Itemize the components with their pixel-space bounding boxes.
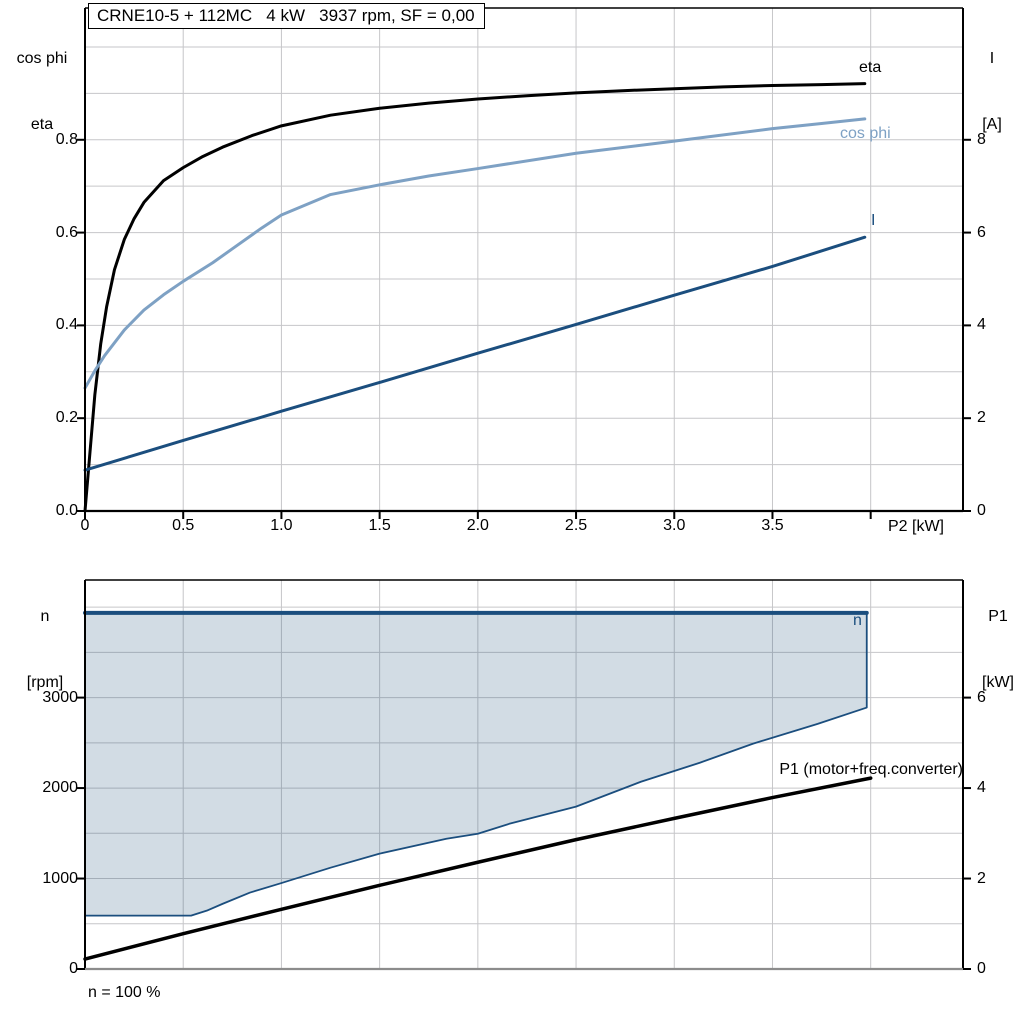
chart-title: CRNE10-5 + 112MC 4 kW 3937 rpm, SF = 0,0… [97, 6, 475, 25]
bottom-left-tick-label: 3000 [42, 688, 78, 706]
top-right-tick-label: 0 [977, 502, 986, 519]
x-axis-label: P2 [kW] [887, 518, 944, 535]
bottom-left-axis-unit-line1: n [40, 608, 50, 625]
speed-footnote: n = 100 % [88, 984, 161, 1001]
top-x-tick-label: 0 [80, 517, 90, 534]
top-right-tick-label: 4 [977, 316, 986, 334]
top-right-axis-unit-line1: I [989, 50, 995, 67]
top-right-axis-unit-line2: [A] [982, 116, 1002, 133]
eta-curve-label: eta [859, 59, 882, 76]
top-left-axis-unit-line2: eta [30, 116, 54, 133]
top-x-tick-label: 3.5 [761, 517, 784, 534]
bottom-left-axis-unit: n [rpm] [8, 562, 82, 738]
top-left-axis-unit: cos phi eta [4, 4, 80, 180]
n-curve-label: n [853, 612, 862, 629]
p1-curve-label: P1 (motor+freq.converter) [779, 761, 963, 778]
top-right-tick-label: 6 [977, 223, 986, 241]
bottom-right-tick-label: 2 [977, 869, 986, 887]
bottom-left-tick-label: 1000 [42, 869, 78, 887]
top-left-tick-label: 0.4 [55, 316, 78, 334]
top-x-tick-label: 3.0 [663, 517, 686, 534]
top-right-axis-unit: I [A] [964, 4, 1020, 180]
top-left-tick-label: 0.0 [55, 502, 78, 519]
top-x-tick-label: 2.0 [466, 517, 489, 534]
top-left-tick-label: 0.6 [55, 223, 78, 241]
top-x-tick-label: 2.5 [564, 517, 588, 534]
top-x-tick-label: 1.5 [368, 517, 391, 534]
top-x-tick-label: 0.5 [172, 517, 195, 534]
chart-title-box: CRNE10-5 + 112MC 4 kW 3937 rpm, SF = 0,0… [88, 3, 485, 29]
bottom-right-axis-unit-line2: [kW] [982, 674, 1014, 691]
top-left-tick-label: 0.8 [55, 130, 78, 148]
bottom-right-tick-label: 6 [977, 688, 986, 706]
current-curve-label: I [871, 212, 876, 229]
bottom-right-tick-label: 0 [977, 960, 986, 977]
bottom-left-tick-label: 2000 [42, 779, 78, 797]
bottom-left-tick-label: 0 [69, 960, 78, 977]
top-right-tick-label: 8 [977, 130, 986, 148]
cos-phi-curve-label: cos phi [840, 125, 891, 142]
bottom-right-axis-unit: P1 [kW] [970, 562, 1024, 738]
bottom-left-axis-unit-line2: [rpm] [26, 674, 64, 691]
top-right-tick-label: 2 [977, 409, 986, 427]
top-x-tick-label: 1.0 [270, 517, 293, 534]
top-left-tick-label: 0.2 [55, 409, 78, 427]
bottom-right-tick-label: 4 [977, 779, 986, 797]
top-left-axis-unit-line1: cos phi [16, 50, 68, 67]
bottom-right-axis-unit-line1: P1 [988, 608, 1008, 625]
